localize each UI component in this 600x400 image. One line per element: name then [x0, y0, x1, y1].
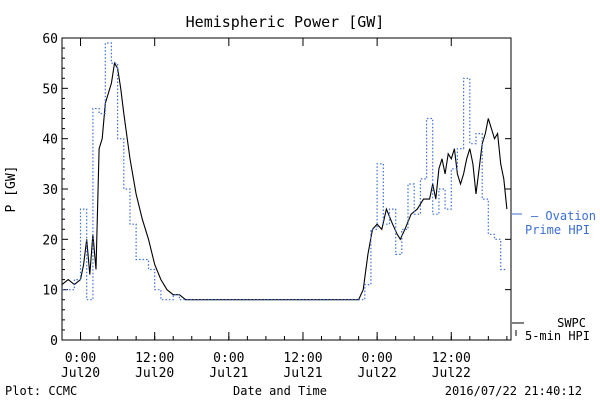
x-tick-label-time: 0:00 — [65, 351, 96, 366]
ovation-legend-label: Prime HPI — [525, 223, 590, 237]
swpc-legend-label: 5-min HPI — [525, 329, 590, 343]
plot-timestamp: 2016/07/22 21:40:12 — [445, 384, 582, 398]
y-axis-label: P [GW] — [4, 166, 19, 213]
ovation-legend-label: – Ovation — [531, 209, 596, 223]
y-tick-label: 60 — [42, 32, 58, 47]
y-tick-label: 10 — [42, 284, 58, 299]
x-tick-label-time: 12:00 — [283, 351, 322, 366]
x-tick-label-date: Jul21 — [283, 366, 322, 381]
y-tick-label: 30 — [42, 183, 58, 198]
x-tick-label-time: 12:00 — [432, 351, 471, 366]
series-line-1 — [62, 42, 507, 301]
y-tick-label: 20 — [42, 233, 58, 248]
plot-credit: Plot: CCMC — [5, 384, 77, 398]
y-axis: 0 10 20 30 40 50 60 — [42, 32, 511, 349]
x-axis-label: Date and Time — [233, 384, 327, 398]
x-tick-label-date: Jul20 — [61, 366, 100, 381]
series-layer — [61, 42, 508, 301]
series-line-0 — [61, 61, 508, 301]
x-tick-label-time: 12:00 — [135, 351, 174, 366]
x-tick-label-date: Jul22 — [432, 366, 471, 381]
x-tick-label-time: 0:00 — [213, 351, 244, 366]
y-tick-label: 0 — [50, 334, 58, 349]
y-tick-label: 50 — [42, 82, 58, 97]
y-tick-label: 40 — [42, 133, 58, 148]
x-tick-label-time: 0:00 — [361, 351, 392, 366]
swpc-legend-label: SWPC — [557, 316, 586, 330]
x-tick-label-date: Jul22 — [358, 366, 397, 381]
x-tick-label-date: Jul20 — [135, 366, 174, 381]
chart-title: Hemispheric Power [GW] — [186, 13, 385, 31]
x-axis: 0:00Jul2012:00Jul200:00Jul2112:00Jul210:… — [61, 38, 508, 381]
x-tick-label-date: Jul21 — [209, 366, 248, 381]
